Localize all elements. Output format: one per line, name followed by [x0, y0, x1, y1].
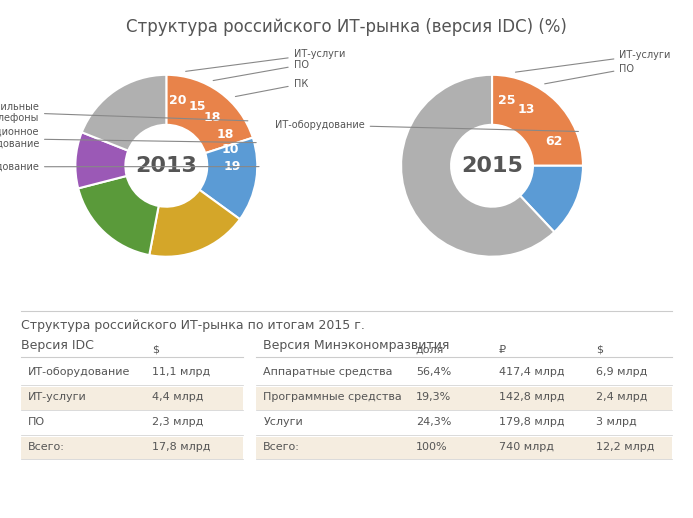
Text: 62: 62 — [545, 136, 563, 149]
Text: 25: 25 — [498, 94, 515, 107]
Wedge shape — [492, 75, 583, 166]
Text: 11,1 млрд: 11,1 млрд — [152, 367, 211, 378]
Text: ПО: ПО — [28, 417, 45, 427]
Text: другое оборудование: другое оборудование — [0, 162, 259, 172]
Text: $: $ — [596, 345, 603, 355]
Text: ПО: ПО — [545, 64, 634, 84]
Text: ПК: ПК — [236, 79, 308, 96]
Text: Аппаратные средства: Аппаратные средства — [263, 367, 393, 378]
Wedge shape — [76, 132, 128, 189]
Wedge shape — [78, 176, 159, 255]
Text: Всего:: Всего: — [28, 442, 64, 452]
Text: 19: 19 — [224, 160, 241, 173]
Wedge shape — [520, 166, 583, 232]
Text: мобильные
телефоны: мобильные телефоны — [0, 102, 248, 123]
Text: 3 млрд: 3 млрд — [596, 417, 637, 427]
Text: 15: 15 — [188, 100, 206, 113]
Text: ₽: ₽ — [499, 345, 506, 355]
Text: Услуги: Услуги — [263, 417, 303, 427]
Text: Структура российского ИТ-рынка по итогам 2015 г.: Структура российского ИТ-рынка по итогам… — [21, 319, 365, 332]
Text: 19,3%: 19,3% — [416, 392, 451, 402]
Text: $: $ — [152, 345, 159, 355]
Text: 4,4 млрд: 4,4 млрд — [152, 392, 204, 402]
Text: телекоммуникационное
и сетевое оборудование: телекоммуникационное и сетевое оборудова… — [0, 127, 256, 149]
Text: ИТ-оборудование: ИТ-оборудование — [275, 120, 579, 132]
Text: Версия IDC: Версия IDC — [21, 339, 94, 352]
Text: 56,4%: 56,4% — [416, 367, 451, 378]
Text: 13: 13 — [518, 103, 536, 116]
Text: 179,8 млрд: 179,8 млрд — [499, 417, 565, 427]
Text: 740 млрд: 740 млрд — [499, 442, 554, 452]
Text: Всего:: Всего: — [263, 442, 300, 452]
Text: ИТ-услуги: ИТ-услуги — [186, 49, 345, 71]
Text: Структура российского ИТ-рынка (версия IDC) (%): Структура российского ИТ-рынка (версия I… — [126, 18, 567, 36]
Text: 2013: 2013 — [135, 156, 198, 176]
Text: ИТ-оборудование: ИТ-оборудование — [28, 367, 130, 378]
Text: ПО: ПО — [213, 60, 308, 81]
Text: 20: 20 — [169, 94, 186, 107]
Text: 100%: 100% — [416, 442, 448, 452]
Text: 417,4 млрд: 417,4 млрд — [499, 367, 565, 378]
Text: Программные средства: Программные средства — [263, 392, 402, 402]
Text: 6,9 млрд: 6,9 млрд — [596, 367, 647, 378]
Text: 2,3 млрд: 2,3 млрд — [152, 417, 204, 427]
Wedge shape — [82, 75, 166, 151]
Text: 17,8 млрд: 17,8 млрд — [152, 442, 211, 452]
Text: ИТ-услуги: ИТ-услуги — [28, 392, 87, 402]
Text: 18: 18 — [216, 128, 234, 141]
Text: 2015: 2015 — [461, 156, 523, 176]
Text: 10: 10 — [222, 143, 240, 156]
Text: 2,4 млрд: 2,4 млрд — [596, 392, 647, 402]
Wedge shape — [149, 190, 240, 257]
Wedge shape — [166, 75, 253, 153]
Text: доля: доля — [416, 345, 444, 355]
Text: 24,3%: 24,3% — [416, 417, 451, 427]
Text: 142,8 млрд: 142,8 млрд — [499, 392, 565, 402]
Wedge shape — [200, 138, 257, 219]
Text: ИТ-услуги: ИТ-услуги — [516, 50, 671, 72]
Wedge shape — [401, 75, 554, 257]
Text: Версия Минэкономразвития: Версия Минэкономразвития — [263, 339, 450, 352]
Text: 18: 18 — [204, 111, 221, 124]
Text: 12,2 млрд: 12,2 млрд — [596, 442, 654, 452]
